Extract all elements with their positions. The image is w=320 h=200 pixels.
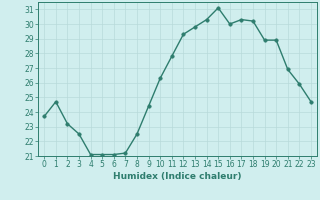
X-axis label: Humidex (Indice chaleur): Humidex (Indice chaleur) [113,172,242,181]
